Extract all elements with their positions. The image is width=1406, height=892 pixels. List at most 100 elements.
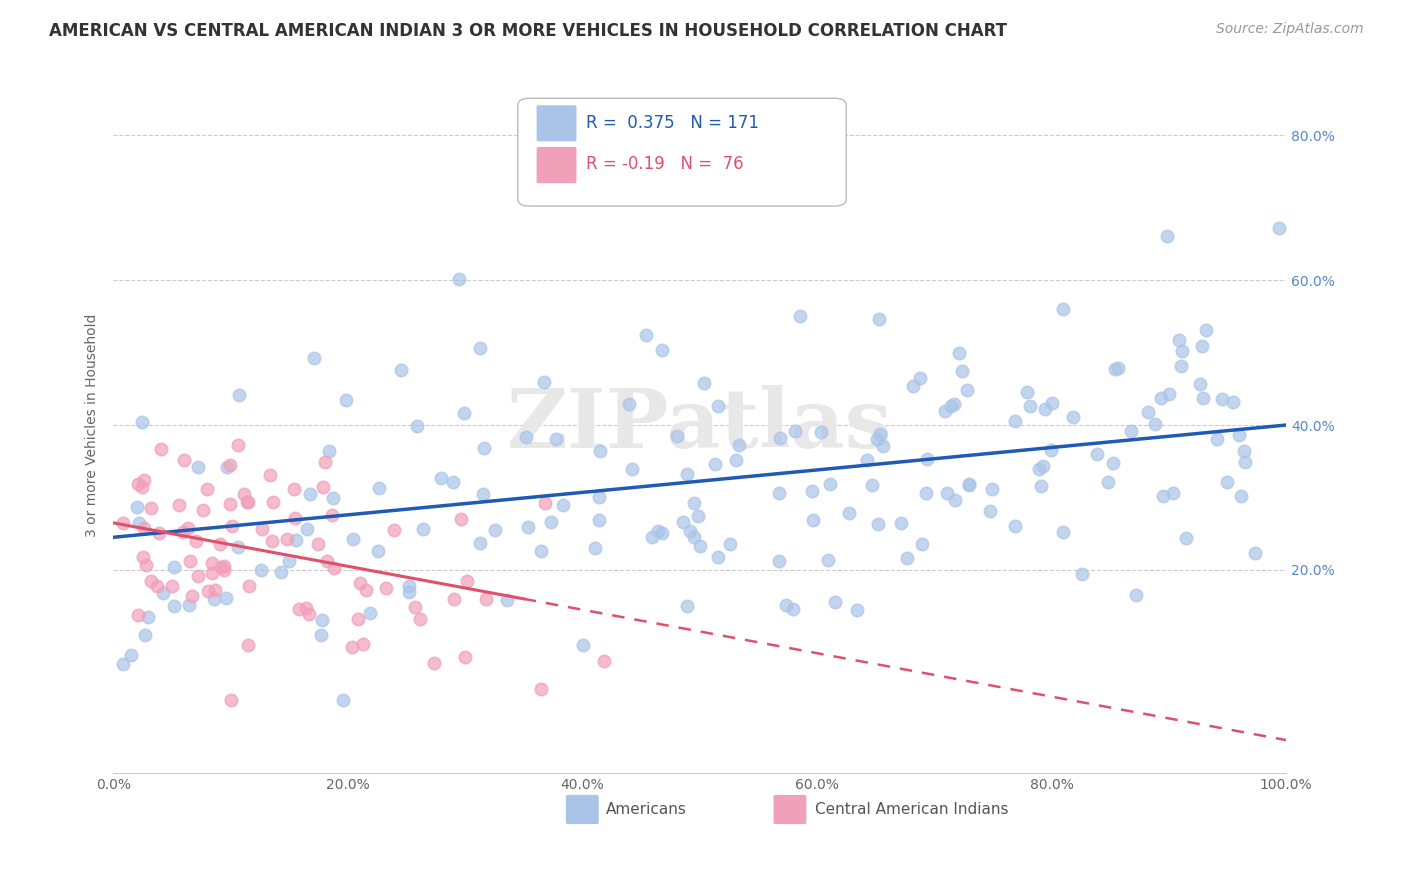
Point [693,376,716,391]
Point [139,574,162,589]
Point [285,533,308,547]
Point [398,579,420,593]
Point [146,579,169,593]
Point [1119,425,1142,439]
Point [782,602,804,616]
Point [593,654,616,668]
Point [1032,459,1054,474]
Point [212,563,235,577]
Point [530,544,553,558]
Point [1233,455,1256,469]
Point [226,541,249,555]
Point [453,406,475,420]
Point [475,591,498,606]
Point [262,533,284,548]
Point [298,487,321,501]
Point [409,612,432,626]
Point [322,491,344,505]
Point [530,681,553,696]
Point [810,425,832,439]
Point [179,553,201,567]
Point [311,613,333,627]
Point [127,607,149,622]
FancyBboxPatch shape [565,795,599,824]
Point [686,508,709,523]
Point [163,599,186,614]
Point [312,480,335,494]
Point [1137,405,1160,419]
Point [872,439,894,453]
Text: R =  0.375   N = 171: R = 0.375 N = 171 [586,113,759,132]
Point [131,480,153,494]
Point [534,495,557,509]
Point [136,609,159,624]
Point [1052,301,1074,316]
Point [172,524,194,539]
Point [1211,392,1233,406]
Point [219,693,242,707]
Point [1170,359,1192,373]
Point [295,522,318,536]
Point [405,418,427,433]
Point [939,400,962,414]
Point [238,579,260,593]
Point [1175,531,1198,545]
Point [112,657,135,671]
Point [914,485,936,500]
Point [1171,343,1194,358]
Point [1004,413,1026,427]
Point [651,525,673,540]
Point [544,433,567,447]
Point [540,515,562,529]
Point [187,568,209,582]
Point [209,537,232,551]
Point [647,524,669,539]
Point [307,537,329,551]
Point [651,343,673,357]
Point [1222,395,1244,409]
Text: Source: ZipAtlas.com: Source: ZipAtlas.com [1216,22,1364,37]
Point [148,525,170,540]
Point [218,496,240,510]
Point [349,576,371,591]
Point [367,543,389,558]
Point [429,471,451,485]
Point [356,583,378,598]
Point [980,482,1002,496]
Point [228,388,250,402]
Point [957,477,980,491]
Point [332,693,354,707]
Point [217,460,239,475]
Point [318,444,340,458]
Point [1168,334,1191,348]
Point [441,475,464,489]
Point [127,477,149,491]
Point [1107,360,1129,375]
Point [404,599,426,614]
Point [484,523,506,537]
Point [948,346,970,360]
Point [934,403,956,417]
Point [112,516,135,531]
Point [1188,376,1211,391]
Point [620,462,643,476]
Point [309,628,332,642]
Point [278,554,301,568]
Point [908,371,931,385]
Point [641,531,664,545]
Point [1206,433,1229,447]
FancyBboxPatch shape [773,795,806,824]
Point [359,606,381,620]
Point [689,539,711,553]
Point [233,487,256,501]
Text: Americans: Americans [606,802,686,817]
Point [1125,587,1147,601]
Point [447,272,470,286]
Point [195,483,218,497]
Point [1152,489,1174,503]
Point [768,554,790,568]
Point [936,485,959,500]
Point [342,532,364,546]
Text: ZIPatlas: ZIPatlas [506,385,893,465]
Point [707,399,730,413]
